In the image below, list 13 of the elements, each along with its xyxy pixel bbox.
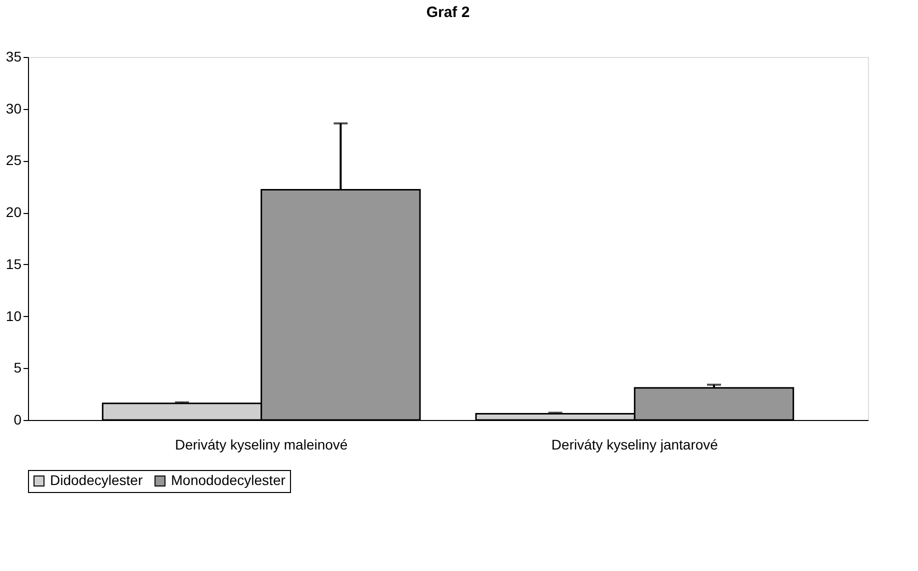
y-tick-label: 0 bbox=[14, 412, 22, 428]
y-tick-label: 20 bbox=[6, 204, 22, 220]
legend-label: Didodecylester bbox=[50, 472, 143, 488]
chart-title: Graf 2 bbox=[426, 4, 470, 21]
y-tick-label: 10 bbox=[6, 308, 22, 324]
x-tick-label: Deriváty kyseliny jantarové bbox=[551, 436, 718, 452]
x-tick-label: Deriváty kyseliny maleinové bbox=[174, 436, 348, 452]
y-tick-label: 30 bbox=[6, 100, 22, 116]
legend-label: Monododecylester bbox=[171, 472, 286, 488]
y-tick-label: 35 bbox=[6, 48, 22, 64]
y-tick-label: 15 bbox=[6, 256, 22, 272]
y-tick-label: 25 bbox=[6, 152, 22, 168]
y-tick-label: 5 bbox=[14, 360, 22, 376]
